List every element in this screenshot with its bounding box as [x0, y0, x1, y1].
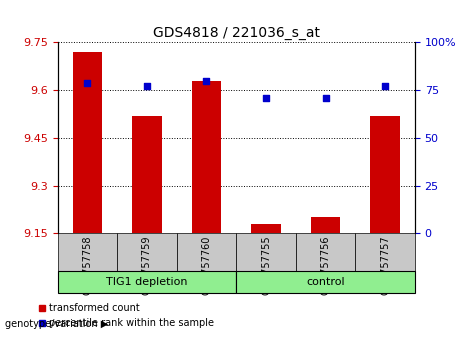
Bar — [251, 224, 281, 233]
Text: GSM757760: GSM757760 — [201, 235, 212, 295]
FancyBboxPatch shape — [58, 233, 117, 272]
FancyBboxPatch shape — [177, 233, 236, 272]
Text: TIG1 depletion: TIG1 depletion — [106, 277, 188, 287]
FancyBboxPatch shape — [296, 233, 355, 272]
Bar — [132, 116, 162, 233]
FancyBboxPatch shape — [236, 233, 296, 272]
Bar — [192, 81, 221, 233]
Point — [143, 84, 151, 89]
Text: GSM757755: GSM757755 — [261, 235, 271, 295]
Text: GSM757759: GSM757759 — [142, 235, 152, 295]
FancyBboxPatch shape — [355, 233, 415, 272]
FancyBboxPatch shape — [117, 233, 177, 272]
Point — [322, 95, 329, 101]
Legend: transformed count, percentile rank within the sample: transformed count, percentile rank withi… — [34, 299, 219, 332]
Point — [262, 95, 270, 101]
Point — [381, 84, 389, 89]
Point — [203, 78, 210, 84]
Bar — [370, 116, 400, 233]
Text: control: control — [306, 277, 345, 287]
Title: GDS4818 / 221036_s_at: GDS4818 / 221036_s_at — [153, 26, 320, 40]
Text: GSM757757: GSM757757 — [380, 235, 390, 295]
Text: GSM757758: GSM757758 — [83, 235, 92, 295]
Bar — [311, 217, 341, 233]
Point — [84, 80, 91, 85]
FancyBboxPatch shape — [58, 272, 236, 293]
Text: genotype/variation ▶: genotype/variation ▶ — [5, 319, 108, 329]
FancyBboxPatch shape — [236, 272, 415, 293]
Bar — [72, 52, 102, 233]
Text: GSM757756: GSM757756 — [320, 235, 331, 295]
